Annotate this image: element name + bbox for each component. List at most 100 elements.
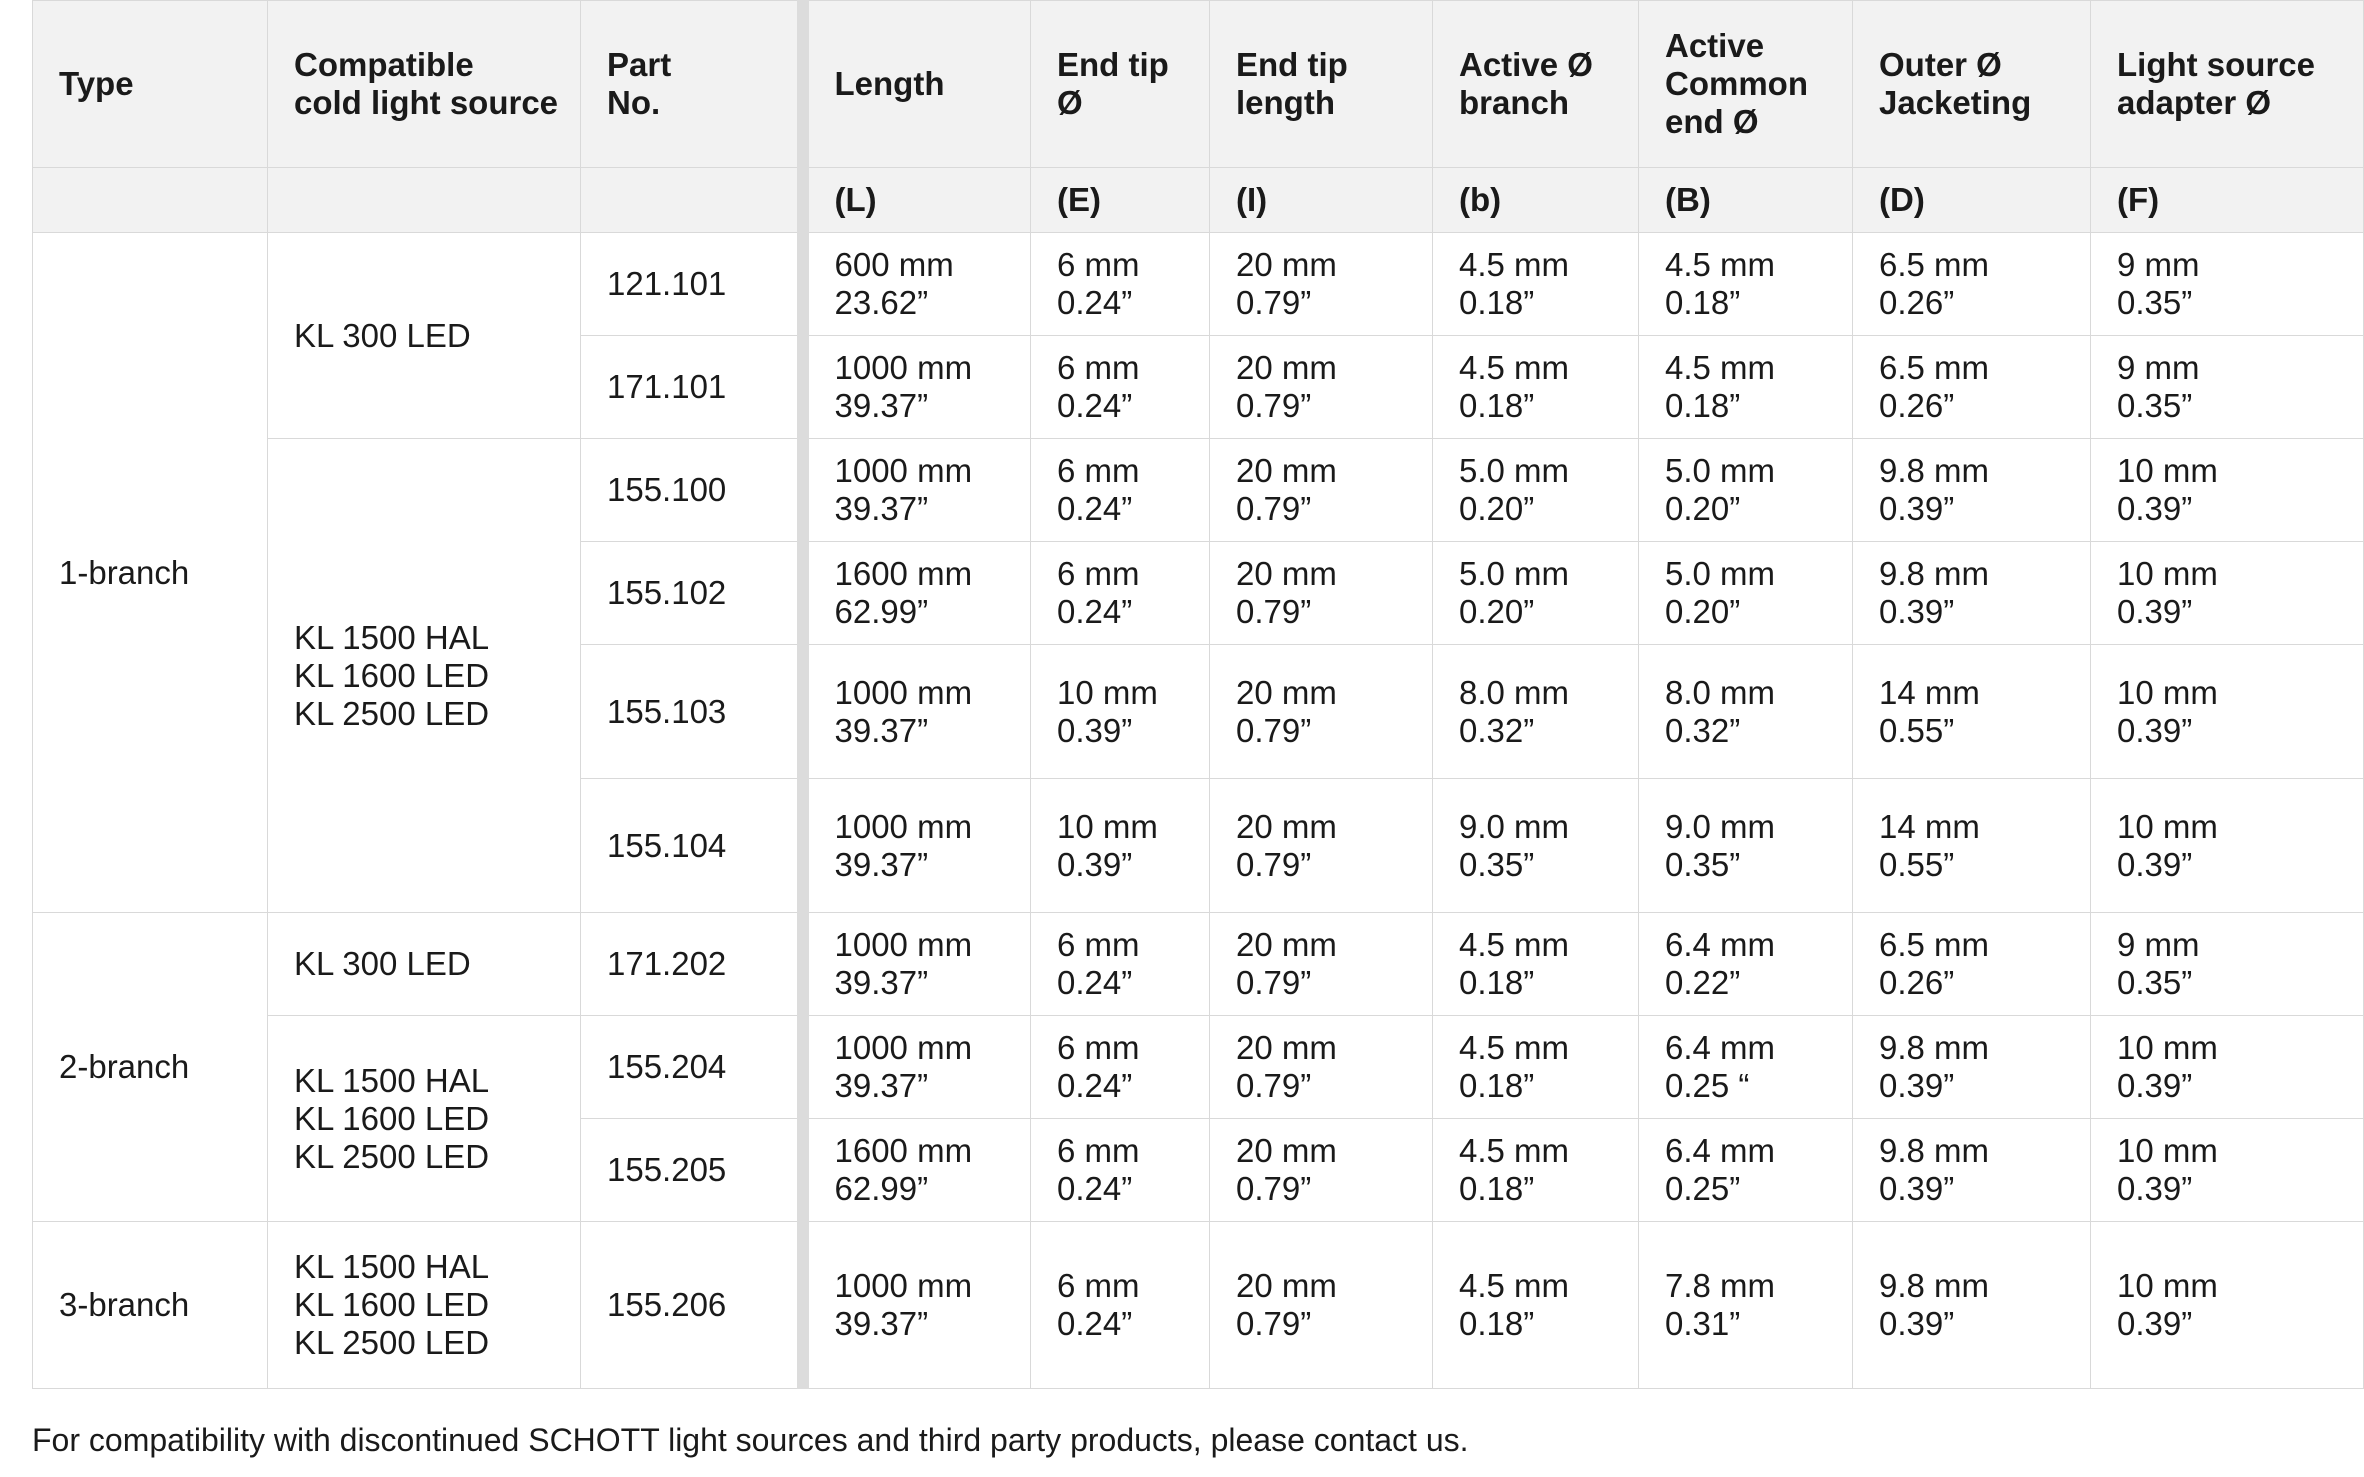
- end-tip-diameter-cell: 6 mm 0.24”: [1030, 541, 1210, 645]
- symbol-row: (L) (E) (I) (b) (B) (D) (F): [32, 167, 2364, 233]
- adapter-diameter-cell: 10 mm 0.39”: [2090, 778, 2364, 913]
- part-number-cell: 155.204: [580, 1015, 803, 1119]
- type-cell: 1-branch: [32, 232, 268, 913]
- length-cell: 1600 mm 62.99”: [796, 541, 1031, 645]
- part-number-cell: 155.100: [580, 438, 803, 542]
- header-cell: Active Ø branch: [1432, 0, 1639, 168]
- end-tip-length-cell: 20 mm 0.79”: [1209, 232, 1433, 336]
- table-row: KL 1500 HAL KL 1600 LED KL 2500 LED 155.…: [33, 438, 2364, 913]
- active-branch-diameter-cell: 4.5 mm 0.18”: [1432, 232, 1639, 336]
- symbol-cell-empty: [267, 167, 581, 233]
- symbol-cell-empty: [580, 167, 803, 233]
- outer-jacketing-cell: 6.5 mm 0.26”: [1852, 912, 2091, 1016]
- outer-jacketing-cell: 9.8 mm 0.39”: [1852, 1221, 2091, 1389]
- part-number-cell: 155.104: [580, 778, 803, 913]
- end-tip-length-cell: 20 mm 0.79”: [1209, 1221, 1433, 1389]
- end-tip-diameter-cell: 6 mm 0.24”: [1030, 438, 1210, 542]
- active-common-end-cell: 6.4 mm 0.25”: [1638, 1118, 1853, 1222]
- header-cell: End tip length: [1209, 0, 1433, 168]
- type-cell: 3-branch: [32, 1221, 268, 1389]
- part-number-cell: 121.101: [580, 232, 803, 336]
- outer-jacketing-cell: 9.8 mm 0.39”: [1852, 1015, 2091, 1119]
- adapter-diameter-cell: 10 mm 0.39”: [2090, 644, 2364, 779]
- header-cell: Outer Ø Jacketing: [1852, 0, 2091, 168]
- length-cell: 1000 mm 39.37”: [796, 912, 1031, 1016]
- symbol-cell: (b): [1432, 167, 1639, 233]
- header-cell: Compatible cold light source: [267, 0, 581, 168]
- light-source-cell: KL 1500 HAL KL 1600 LED KL 2500 LED: [267, 438, 581, 913]
- outer-jacketing-cell: 9.8 mm 0.39”: [1852, 1118, 2091, 1222]
- length-cell: 1000 mm 39.37”: [796, 1015, 1031, 1119]
- adapter-diameter-cell: 10 mm 0.39”: [2090, 1015, 2364, 1119]
- length-cell: 600 mm 23.62”: [796, 232, 1031, 336]
- end-tip-diameter-cell: 10 mm 0.39”: [1030, 644, 1210, 779]
- active-common-end-cell: 7.8 mm 0.31”: [1638, 1221, 1853, 1389]
- active-branch-diameter-cell: 4.5 mm 0.18”: [1432, 1221, 1639, 1389]
- length-cell: 1000 mm 39.37”: [796, 438, 1031, 542]
- header-row: Type Compatible cold light source Part N…: [32, 0, 2364, 168]
- header-cell: Light source adapter Ø: [2090, 0, 2364, 168]
- type-cell: 2-branch: [32, 912, 268, 1222]
- active-common-end-cell: 5.0 mm 0.20”: [1638, 541, 1853, 645]
- active-branch-diameter-cell: 4.5 mm 0.18”: [1432, 335, 1639, 439]
- length-cell: 1000 mm 39.37”: [796, 1221, 1031, 1389]
- outer-jacketing-cell: 6.5 mm 0.26”: [1852, 232, 2091, 336]
- header-cell: End tip Ø: [1030, 0, 1210, 168]
- spec-table: Type Compatible cold light source Part N…: [32, 0, 2364, 1389]
- outer-jacketing-cell: 14 mm 0.55”: [1852, 778, 2091, 913]
- adapter-diameter-cell: 10 mm 0.39”: [2090, 1221, 2364, 1389]
- length-cell: 1000 mm 39.37”: [796, 778, 1031, 913]
- header-cell: Part No.: [580, 0, 803, 168]
- end-tip-length-cell: 20 mm 0.79”: [1209, 1015, 1433, 1119]
- light-source-cell: KL 300 LED: [267, 232, 581, 439]
- symbol-cell: (I): [1209, 167, 1433, 233]
- header-cell: Length: [796, 0, 1031, 168]
- table-row: 2-branch KL 300 LED 171.202 1000 mm 39.3…: [32, 912, 2364, 1222]
- end-tip-diameter-cell: 10 mm 0.39”: [1030, 778, 1210, 913]
- adapter-diameter-cell: 10 mm 0.39”: [2090, 1118, 2364, 1222]
- adapter-diameter-cell: 10 mm 0.39”: [2090, 438, 2364, 542]
- active-common-end-cell: 9.0 mm 0.35”: [1638, 778, 1853, 913]
- active-branch-diameter-cell: 4.5 mm 0.18”: [1432, 1118, 1639, 1222]
- end-tip-length-cell: 20 mm 0.79”: [1209, 541, 1433, 645]
- symbol-cell: (L): [796, 167, 1031, 233]
- part-number-cell: 155.103: [580, 644, 803, 779]
- active-common-end-cell: 8.0 mm 0.32”: [1638, 644, 1853, 779]
- part-number-cell: 155.206: [580, 1221, 803, 1389]
- end-tip-length-cell: 20 mm 0.79”: [1209, 644, 1433, 779]
- end-tip-length-cell: 20 mm 0.79”: [1209, 912, 1433, 1016]
- active-common-end-cell: 5.0 mm 0.20”: [1638, 438, 1853, 542]
- table-row: KL 1500 HAL KL 1600 LED KL 2500 LED 155.…: [33, 1015, 2364, 1222]
- table-row: 155.104 1000 mm 39.37” 10 mm 0.39” 20 mm…: [33, 778, 2364, 913]
- end-tip-length-cell: 20 mm 0.79”: [1209, 335, 1433, 439]
- end-tip-diameter-cell: 6 mm 0.24”: [1030, 335, 1210, 439]
- symbol-cell: (D): [1852, 167, 2091, 233]
- active-branch-diameter-cell: 4.5 mm 0.18”: [1432, 912, 1639, 1016]
- part-number-cell: 155.102: [580, 541, 803, 645]
- end-tip-diameter-cell: 6 mm 0.24”: [1030, 1118, 1210, 1222]
- outer-jacketing-cell: 14 mm 0.55”: [1852, 644, 2091, 779]
- table-row: 155.103 1000 mm 39.37” 10 mm 0.39” 20 mm…: [33, 644, 2364, 779]
- part-number-cell: 171.101: [580, 335, 803, 439]
- end-tip-length-cell: 20 mm 0.79”: [1209, 778, 1433, 913]
- end-tip-diameter-cell: 6 mm 0.24”: [1030, 232, 1210, 336]
- footnote: For compatibility with discontinued SCHO…: [32, 1422, 1469, 1458]
- part-number-cell: 171.202: [580, 912, 803, 1016]
- table-row: 155.205 1600 mm 62.99” 6 mm 0.24” 20 mm …: [33, 1118, 2364, 1222]
- header-cell: Type: [32, 0, 268, 168]
- table-row: 155.102 1600 mm 62.99” 6 mm 0.24” 20 mm …: [33, 541, 2364, 645]
- active-branch-diameter-cell: 9.0 mm 0.35”: [1432, 778, 1639, 913]
- active-branch-diameter-cell: 4.5 mm 0.18”: [1432, 1015, 1639, 1119]
- active-common-end-cell: 6.4 mm 0.25 “: [1638, 1015, 1853, 1119]
- length-cell: 1000 mm 39.37”: [796, 644, 1031, 779]
- symbol-cell-empty: [32, 167, 268, 233]
- active-branch-diameter-cell: 5.0 mm 0.20”: [1432, 438, 1639, 542]
- light-source-cell: KL 1500 HAL KL 1600 LED KL 2500 LED: [267, 1015, 581, 1222]
- table-row: 1-branch KL 300 LED 121.101 600 mm 23.62…: [32, 232, 2364, 913]
- adapter-diameter-cell: 9 mm 0.35”: [2090, 912, 2364, 1016]
- adapter-diameter-cell: 9 mm 0.35”: [2090, 335, 2364, 439]
- adapter-diameter-cell: 10 mm 0.39”: [2090, 541, 2364, 645]
- part-number-cell: 155.205: [580, 1118, 803, 1222]
- adapter-diameter-cell: 9 mm 0.35”: [2090, 232, 2364, 336]
- active-branch-diameter-cell: 5.0 mm 0.20”: [1432, 541, 1639, 645]
